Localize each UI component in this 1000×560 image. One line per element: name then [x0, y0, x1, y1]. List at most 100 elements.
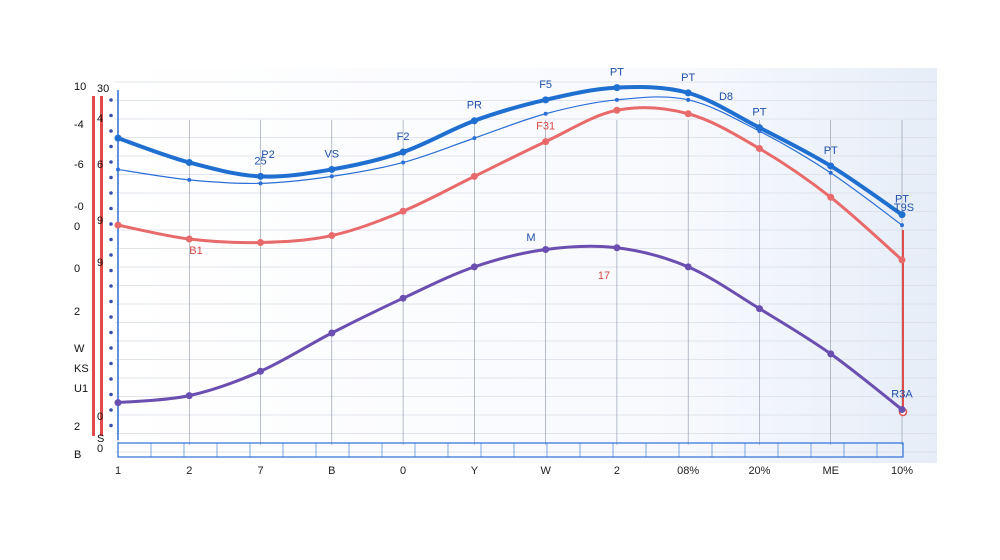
series-3-point: [898, 406, 906, 414]
x-tick-label: 20%: [748, 465, 770, 477]
series-0-point-label: PT: [610, 67, 624, 79]
series-0-point: [185, 158, 193, 166]
series-3-point: [827, 350, 835, 358]
y-tick-label-inner: 0: [97, 411, 103, 423]
series-0-point: [257, 172, 265, 180]
axis-dot: [109, 144, 113, 149]
annotation-label: M: [526, 232, 535, 244]
y-tick-label-left: 0: [74, 221, 80, 233]
x-tick-label: W: [540, 465, 551, 477]
series-2-point: [542, 138, 550, 146]
series-0-point-label: PT: [752, 107, 766, 119]
x-tick-label: 0: [400, 465, 406, 477]
series-0-point: [898, 211, 906, 219]
axis-dot: [109, 160, 113, 164]
series-1-point: [401, 160, 406, 165]
y-tick-label-left: B: [74, 449, 81, 461]
y-tick-label-left: 2: [74, 306, 80, 318]
series-2-point: [399, 207, 407, 215]
series-1-point: [329, 174, 334, 179]
x-tick-label: 7: [257, 465, 263, 477]
series-2-point: [470, 172, 478, 180]
series-0-point: [399, 148, 407, 156]
series-1-point: [472, 136, 477, 141]
y-tick-label-inner: S: [97, 433, 104, 445]
series-1-point: [614, 97, 619, 102]
series-0-point: [328, 165, 336, 173]
axis-dot: [109, 284, 113, 288]
axis-dot: [109, 113, 113, 118]
axis-dot: [109, 237, 113, 242]
y-tick-label-left: -4: [74, 119, 84, 131]
x-tick-label: 08%: [677, 465, 699, 477]
series-0-point-label: PR: [467, 100, 482, 112]
x-tick-label: Y: [471, 465, 479, 477]
series-3-point: [755, 305, 763, 313]
series-0-point: [542, 96, 550, 104]
axes: [92, 90, 908, 458]
series-0-point-label: VS: [324, 148, 339, 160]
series-2-point: [257, 239, 265, 247]
left-red-bar: [92, 96, 95, 436]
y-tick-label-left: KS: [74, 363, 89, 375]
axis-dot: [109, 392, 113, 397]
series-3-point: [613, 244, 621, 252]
axis-dot: [109, 253, 113, 257]
axis-dot: [109, 377, 113, 381]
horizontal-gridlines: [115, 81, 937, 453]
x-tick-label: 2: [614, 465, 620, 477]
axis-dot: [109, 268, 113, 273]
series-3-point: [399, 294, 407, 302]
x-tick-label: 2: [186, 465, 192, 477]
annotation-label: 17: [598, 270, 610, 282]
series-2-point-label: F31: [536, 121, 555, 133]
series-line-0: [116, 85, 904, 217]
axis-dot: [109, 206, 113, 211]
series-2-point: [684, 110, 692, 118]
series-line-1: [117, 96, 903, 226]
axis-dot: [109, 315, 113, 319]
series-line-2: [116, 106, 904, 262]
x-tick-label: ME: [822, 465, 839, 477]
y-tick-label-inner: 9: [97, 257, 103, 269]
annotation-label: T9S: [894, 202, 914, 214]
x-tick-label: B: [328, 465, 335, 477]
series-2-point: [114, 221, 122, 229]
series-2-point: [898, 256, 906, 264]
annotations: P2 B1 M 17 D8 T9S: [189, 91, 914, 282]
series-3-point: [684, 263, 692, 271]
series-0-point-label: 25: [254, 155, 266, 167]
series-0-point: [684, 89, 692, 97]
series-2-point: [185, 235, 193, 243]
y-tick-label-inner: 9: [97, 215, 103, 227]
y-tick-label-left: U1: [74, 383, 88, 395]
axis-dot: [109, 222, 113, 226]
axis-dot: [109, 98, 113, 102]
series-1-point: [686, 97, 691, 102]
y-tick-label-inner: 0: [97, 443, 103, 455]
y-tick-label-inner: 30: [97, 83, 109, 95]
axis-dot: [109, 361, 113, 366]
series-0-point: [755, 124, 763, 132]
y-tick-label-left: -6: [74, 159, 84, 171]
series-2-point: [755, 145, 763, 153]
x-tick-label: 1: [115, 465, 121, 477]
y-tick-label-left: 2: [74, 421, 80, 433]
series-0-point: [470, 117, 478, 125]
y-tick-label-left: -0: [74, 201, 84, 213]
series-0-point-label: PT: [681, 72, 695, 84]
series-0-point: [114, 134, 122, 142]
annotation-label: P2: [261, 149, 274, 161]
left-red-bar-2: [100, 96, 103, 436]
series-1-point: [828, 170, 833, 175]
series-1-point: [543, 111, 548, 116]
y-tick-label-inner: 4: [97, 113, 103, 125]
axis-dot: [109, 330, 113, 335]
series-2-point: [827, 193, 835, 201]
x-tick-labels: 1 2 7 B 0 Y W 2 08% 20% ME 10%: [115, 465, 913, 477]
axis-dot: [109, 346, 113, 350]
axis-dot: [109, 408, 113, 412]
series-3-point-label: R3A: [891, 389, 913, 401]
